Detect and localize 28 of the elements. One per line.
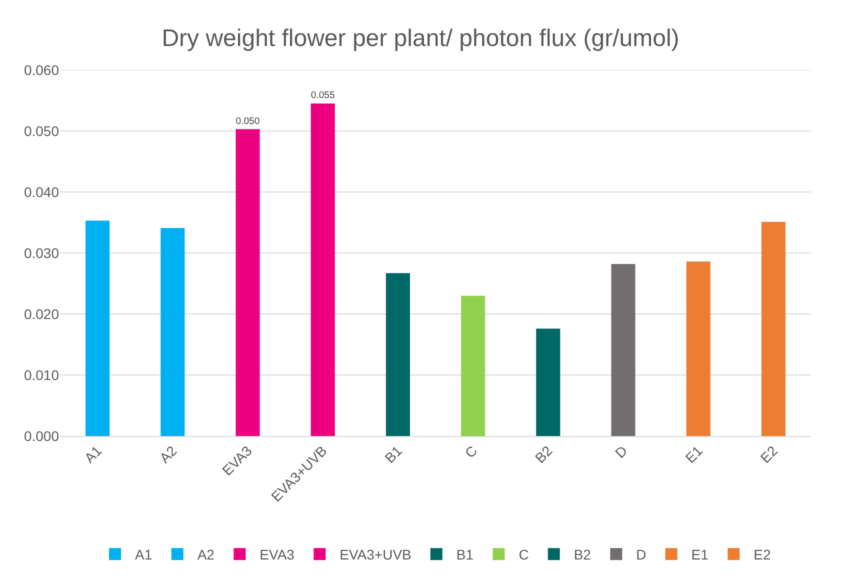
- data-label: 0.050: [236, 116, 260, 127]
- legend-label: B2: [574, 546, 592, 563]
- x-tick-label: D: [612, 442, 630, 462]
- legend-label: C: [518, 546, 529, 563]
- legend-label: E1: [691, 546, 709, 563]
- text: 0.000: [24, 428, 59, 444]
- data-label: 0.055: [310, 90, 335, 102]
- chart-title: Dry weight flower per plant/ photon flux (gr/umol): [162, 24, 680, 52]
- legend-label: D: [636, 546, 646, 563]
- text: 0.020: [24, 306, 59, 322]
- legend-label: B1: [456, 546, 474, 563]
- legend-label: EVA3+UVB: [340, 546, 412, 563]
- x-tick-label: A2: [156, 442, 180, 466]
- text: 0.060: [24, 62, 59, 78]
- legend-label: EVA3: [260, 546, 295, 563]
- x-tick-label: E2: [757, 442, 781, 466]
- text: 0.040: [24, 184, 59, 200]
- text: 0.010: [24, 366, 59, 383]
- text: 0.050: [24, 122, 59, 139]
- x-tick-label: B1: [382, 442, 406, 466]
- x-tick-label: B2: [532, 442, 556, 466]
- x-tick-label: E1: [682, 442, 706, 466]
- legend-label: A2: [197, 546, 215, 563]
- legend-label: A1: [135, 546, 152, 563]
- legend-label: E2: [754, 546, 771, 563]
- x-tick-label: A1: [81, 442, 105, 466]
- x-tick-label: C: [462, 442, 480, 462]
- text: 0.030: [24, 244, 59, 261]
